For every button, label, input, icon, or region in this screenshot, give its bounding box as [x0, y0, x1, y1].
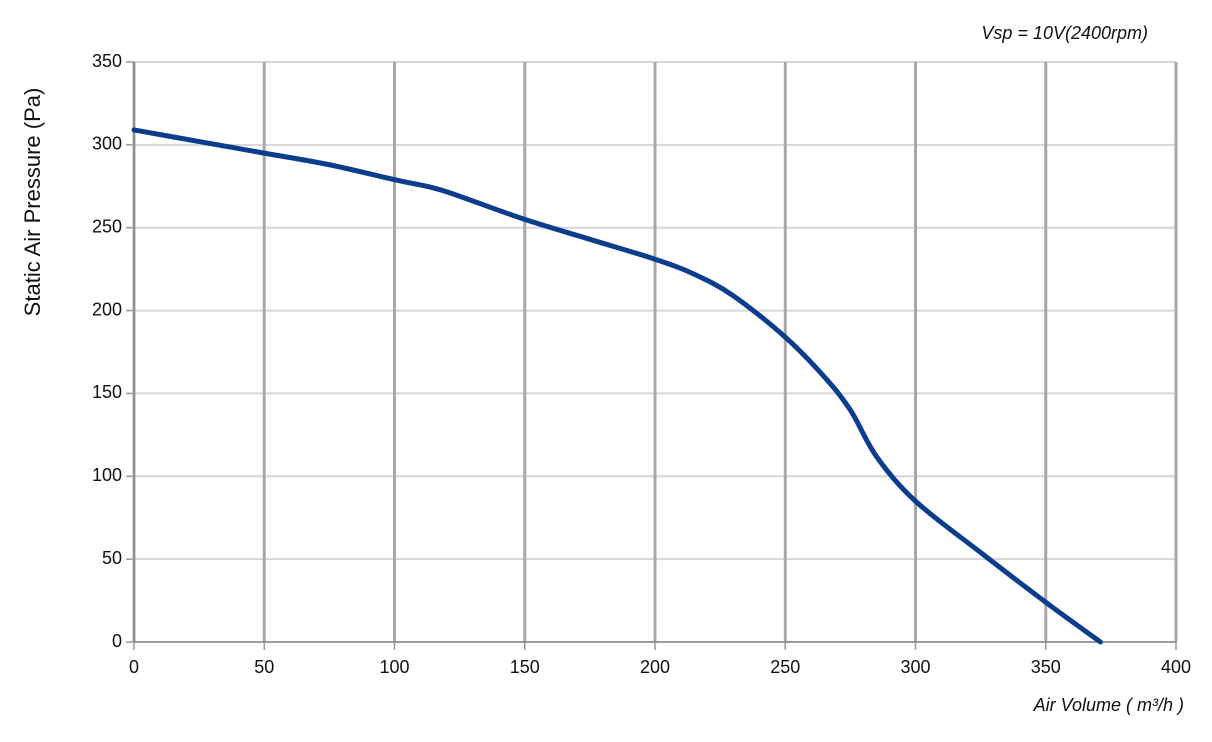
y-tick-label: 100	[92, 465, 122, 485]
line	[131, 127, 1103, 645]
y-tick-label: 50	[102, 548, 122, 568]
x-tick-label: 250	[770, 657, 800, 677]
x-tick-label: 50	[254, 657, 274, 677]
x-tick-label: 200	[640, 657, 670, 677]
x-tick-label: 300	[900, 657, 930, 677]
y-tick-label: 0	[112, 631, 122, 651]
x-axis-label: Air Volume ( m³/h )	[1033, 695, 1184, 715]
y-tick-label: 300	[92, 134, 122, 154]
y-tick-label: 350	[92, 51, 122, 71]
y-tick-label: 250	[92, 216, 122, 236]
y-tick-label: 200	[92, 299, 122, 319]
y-axis-label: Static Air Pressure (Pa)	[20, 88, 45, 317]
x-tick-label: 150	[510, 657, 540, 677]
x-tick-label: 350	[1031, 657, 1061, 677]
x-tick-label: 100	[379, 657, 409, 677]
annotation: Vsp = 10V(2400rpm)	[981, 23, 1148, 43]
x-tick-label: 400	[1161, 657, 1191, 677]
y-tick-label: 150	[92, 382, 122, 402]
x-tick-label: 0	[129, 657, 139, 677]
